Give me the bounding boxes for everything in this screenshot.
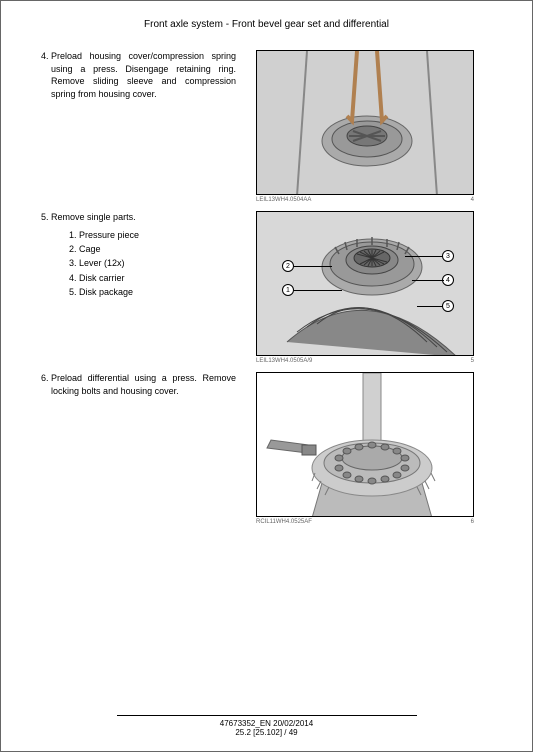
sublist-item: 3. Lever (12x)	[69, 256, 246, 270]
sublist-item: 1. Pressure piece	[69, 228, 246, 242]
page-header: Front axle system - Front bevel gear set…	[1, 1, 532, 30]
sublist-item: 5. Disk package	[69, 285, 246, 299]
figure-num: 5	[471, 358, 474, 364]
figure-4: LEIL13WH4.0504AA 4	[256, 50, 492, 203]
callout-1: 1	[282, 284, 294, 296]
figure-6-drawing	[257, 373, 474, 517]
figure-6: RCIL11WH4.0525AF 6	[256, 372, 492, 525]
step-body: Preload housing cover/compression spring…	[51, 50, 236, 100]
sublist-item: 4. Disk carrier	[69, 271, 246, 285]
step-6: 6. Preload differential using a press. R…	[41, 372, 492, 525]
header-title: Front axle system - Front bevel gear set…	[144, 19, 389, 30]
callout-line	[412, 280, 444, 281]
step-text: 6. Preload differential using a press. R…	[41, 372, 246, 397]
figure-caption: RCIL11WH4.0525AF 6	[256, 517, 474, 525]
figure-4-drawing	[257, 51, 474, 195]
figure-frame: 2 1 3 4 5	[256, 211, 474, 356]
callout-line	[294, 266, 332, 267]
figure-frame	[256, 50, 474, 195]
figure-ref: LEIL13WH4.0504AA	[256, 197, 311, 203]
callout-line	[405, 256, 443, 257]
step-number: 5.	[41, 211, 49, 224]
figure-frame	[256, 372, 474, 517]
figure-caption: LEIL13WH4.0505A/9 5	[256, 356, 474, 364]
callout-5: 5	[442, 300, 454, 312]
sublist-item: 2. Cage	[69, 242, 246, 256]
page-footer: 47673352_EN 20/02/2014 25.2 [25.102] / 4…	[1, 715, 532, 737]
step-4: 4. Preload housing cover/compression spr…	[41, 50, 492, 203]
figure-ref: RCIL11WH4.0525AF	[256, 519, 312, 525]
callout-2: 2	[282, 260, 294, 272]
step-text: 5. Remove single parts. 1. Pressure piec…	[41, 211, 246, 300]
step-body: Preload differential using a press. Remo…	[51, 372, 236, 397]
callout-line	[417, 306, 443, 307]
figure-ref: LEIL13WH4.0505A/9	[256, 358, 312, 364]
footer-doc-ref: 47673352_EN 20/02/2014	[1, 719, 532, 728]
page-content: 4. Preload housing cover/compression spr…	[1, 30, 532, 525]
step-5: 5. Remove single parts. 1. Pressure piec…	[41, 211, 492, 364]
sublist: 1. Pressure piece 2. Cage 3. Lever (12x)…	[41, 224, 246, 300]
figure-5: 2 1 3 4 5 LEIL13WH4.0505A/9 5	[256, 211, 492, 364]
footer-page-ref: 25.2 [25.102] / 49	[1, 728, 532, 737]
step-number: 4.	[41, 50, 49, 63]
callout-3: 3	[442, 250, 454, 262]
footer-divider	[117, 715, 417, 716]
step-body: Remove single parts.	[51, 211, 236, 224]
callout-line	[294, 290, 342, 291]
figure-caption: LEIL13WH4.0504AA 4	[256, 195, 474, 203]
step-number: 6.	[41, 372, 49, 385]
figure-num: 4	[471, 197, 474, 203]
step-text: 4. Preload housing cover/compression spr…	[41, 50, 246, 100]
figure-num: 6	[471, 519, 474, 525]
